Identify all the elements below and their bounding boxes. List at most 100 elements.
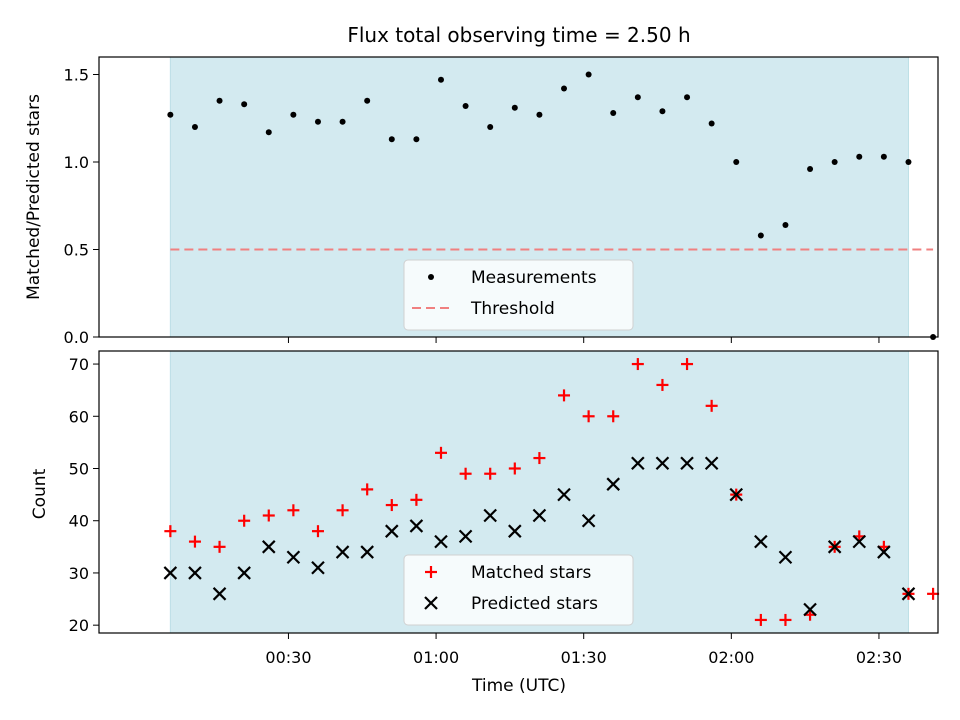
matched-stars-point — [582, 410, 595, 423]
legend-box — [403, 259, 634, 331]
predicted-stars-point — [458, 529, 473, 544]
measurement-point — [388, 136, 395, 143]
predicted-stars-point — [311, 560, 325, 575]
measurement-point — [684, 94, 691, 101]
x-stroke — [286, 550, 301, 565]
matched-stars-point — [262, 509, 275, 522]
x-tick-label: 00:30 — [265, 648, 311, 667]
legend-label: Matched stars — [471, 563, 591, 583]
predicted-stars-point — [532, 508, 547, 523]
measurement-point — [856, 153, 863, 160]
measurement-point — [241, 101, 248, 108]
legend-swatch-measurements — [428, 274, 434, 280]
matched-stars-point — [434, 446, 447, 459]
predicted-stars-point — [729, 487, 744, 502]
x-stroke — [237, 566, 251, 580]
legend: Matched stars Predicted stars — [403, 554, 634, 626]
measurement-point — [585, 71, 592, 78]
legend-label: Measurements — [471, 268, 597, 288]
panel-1: 20 30 40 50 60 70 00:30 01:00 01:30 02:00 02:30 Mat… — [69, 350, 940, 667]
matched-stars-point — [213, 540, 226, 553]
x-stroke — [532, 508, 547, 523]
x-stroke — [827, 540, 842, 554]
predicted-stars-point — [852, 534, 867, 549]
predicted-stars-point — [286, 550, 301, 565]
measurement-point — [290, 111, 297, 118]
predicted-stars-point — [212, 587, 227, 601]
panel-frame — [98, 350, 939, 634]
measurement-point — [905, 159, 912, 165]
predicted-stars-point — [163, 566, 178, 580]
matched-stars-point — [754, 613, 767, 626]
measurement-point — [314, 118, 321, 125]
x-tick-label: 02:00 — [708, 648, 754, 667]
matched-stars-point — [533, 452, 546, 465]
predicted-stars-point — [827, 540, 842, 554]
predicted-stars-point — [901, 587, 916, 601]
x-stroke — [655, 456, 670, 471]
x-tick-label: 02:30 — [856, 648, 902, 667]
matched-stars-point — [705, 399, 718, 412]
y-tick-label: 40 — [69, 512, 89, 531]
legend-swatch-matched-stars — [425, 566, 437, 578]
measurement-point — [757, 232, 764, 239]
y-tick-label: 1.0 — [64, 153, 89, 172]
panel-0: 0.0 0.5 1.0 1.5 Measurements Threshold — [64, 56, 939, 347]
x-stroke — [803, 602, 817, 617]
x-stroke — [385, 524, 399, 538]
measurement-point — [807, 166, 814, 172]
y-tick-label: 30 — [69, 564, 89, 583]
measurement-point — [561, 85, 568, 92]
series-predicted-stars — [163, 456, 916, 617]
predicted-stars-point — [778, 550, 793, 565]
predicted-stars-point — [508, 524, 522, 538]
y-tick-label: 70 — [69, 355, 89, 374]
measurement-point — [511, 104, 518, 111]
predicted-stars-point — [581, 513, 596, 528]
measurement-point — [167, 111, 174, 118]
top-y-axis-label: Matched/Predicted stars — [24, 94, 44, 300]
x-tick-label: 01:30 — [561, 648, 607, 667]
predicted-stars-point — [631, 456, 645, 471]
x-stroke — [631, 456, 645, 471]
x-stroke — [424, 596, 438, 610]
x-stroke — [483, 508, 497, 523]
legend-box — [403, 554, 634, 626]
chart-title: Flux total observing time = 2.50 h — [347, 23, 690, 47]
matched-stars-point — [385, 499, 398, 512]
legend: Measurements Threshold — [403, 259, 634, 331]
matched-stars-point — [188, 535, 201, 548]
x-stroke — [877, 545, 891, 559]
x-stroke — [557, 487, 571, 502]
matched-stars-point — [681, 358, 694, 371]
x-stroke — [852, 534, 867, 549]
y-tick-label: 20 — [69, 616, 89, 635]
x-tick-label: 01:00 — [413, 648, 459, 667]
predicted-stars-point — [754, 534, 768, 549]
bottom-y-axis-label: Count — [30, 468, 50, 519]
matched-stars-point — [311, 525, 324, 538]
predicted-stars-point — [261, 540, 276, 554]
measurement-point — [487, 124, 494, 130]
y-tick-label: 60 — [69, 407, 89, 426]
measurement-point — [265, 129, 272, 136]
x-axis-label: Time (UTC) — [471, 676, 566, 696]
measurement-point — [634, 94, 641, 101]
x-stroke — [212, 587, 227, 601]
predicted-stars-point — [237, 566, 251, 580]
predicted-stars-point — [655, 456, 670, 471]
matched-stars-point — [558, 389, 571, 402]
measurement-point — [364, 97, 371, 104]
series-measurements — [167, 71, 937, 340]
measurement-point — [191, 124, 198, 130]
predicted-stars-point — [335, 545, 350, 559]
x-stroke — [704, 456, 719, 471]
y-tick-label: 0.5 — [64, 241, 89, 260]
x-stroke — [901, 587, 916, 601]
measurement-point — [708, 120, 715, 127]
x-stroke — [163, 566, 178, 580]
measurement-point — [413, 136, 420, 143]
x-stroke — [261, 540, 276, 554]
predicted-stars-point — [557, 487, 571, 502]
